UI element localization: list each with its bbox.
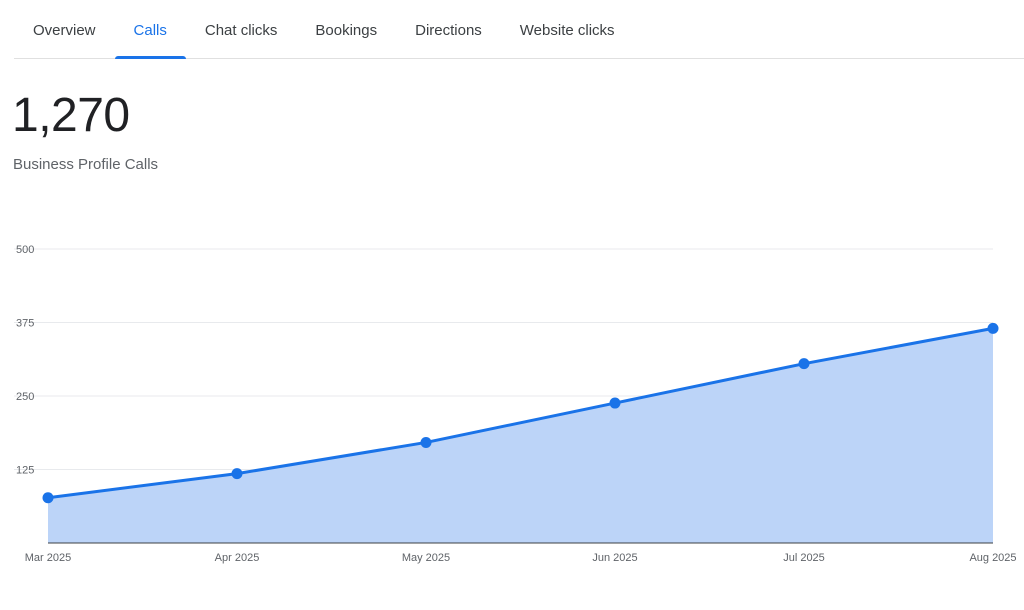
tab-chat-clicks[interactable]: Chat clicks	[204, 21, 278, 39]
series-line	[47, 326, 994, 500]
tab-website-clicks[interactable]: Website clicks	[519, 21, 615, 39]
tab-overview[interactable]: Overview	[33, 21, 96, 39]
x-tick-label: Mar 2025	[25, 552, 71, 564]
data-point	[231, 468, 243, 480]
y-tick-label: 375	[16, 318, 34, 330]
area-fill	[48, 328, 993, 543]
data-point	[798, 358, 810, 370]
data-point	[420, 436, 432, 448]
metric-label: Business Profile Calls	[13, 156, 159, 173]
tab-bar: Overview Calls Chat clicks Bookings Dire…	[14, 0, 1024, 59]
y-tick-label: 500	[16, 244, 34, 256]
tab-calls[interactable]: Calls	[114, 0, 187, 59]
x-tick-label: May 2025	[402, 552, 450, 564]
tab-directions[interactable]: Directions	[415, 21, 482, 39]
x-tick-label: Jul 2025	[783, 552, 825, 564]
data-point	[42, 492, 54, 504]
x-tick-label: Apr 2025	[215, 552, 260, 564]
total-calls-value: 1,270	[12, 89, 130, 142]
data-point	[987, 322, 999, 334]
y-tick-label: 250	[16, 391, 34, 403]
x-tick-label: Jun 2025	[592, 552, 637, 564]
y-tick-label: 125	[16, 465, 34, 477]
tab-bookings[interactable]: Bookings	[315, 21, 378, 39]
data-point	[609, 397, 621, 409]
x-tick-label: Aug 2025	[969, 552, 1016, 564]
